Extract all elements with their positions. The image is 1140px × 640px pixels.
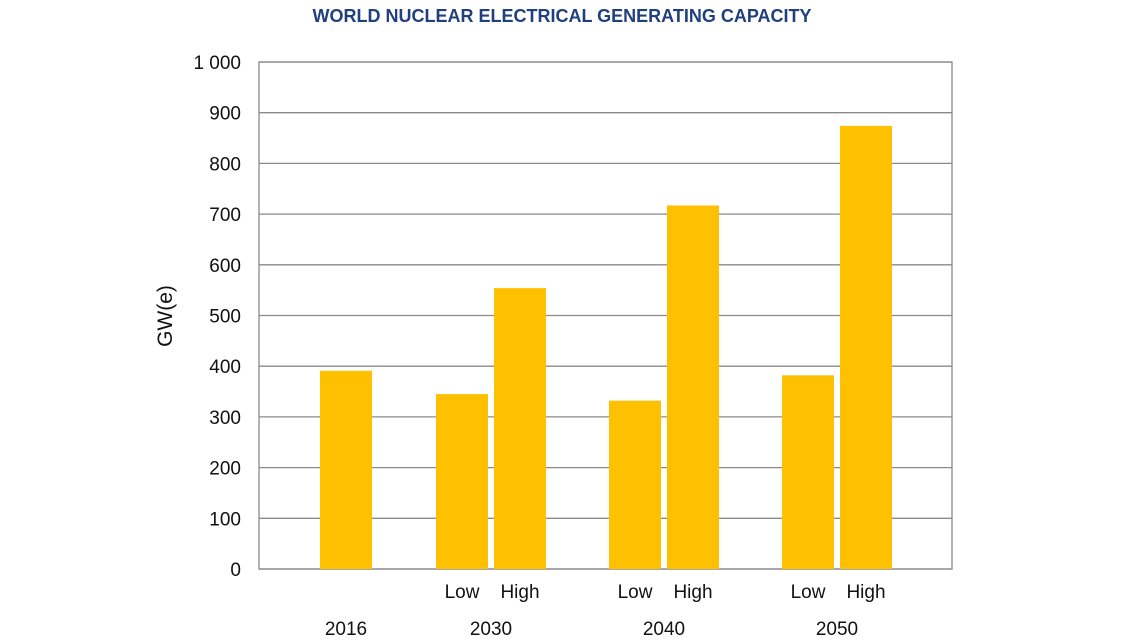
x-sub-label: Low xyxy=(791,582,826,603)
bar-2016 xyxy=(320,370,372,569)
bar-2030-high xyxy=(494,288,546,569)
chart-title: WORLD NUCLEAR ELECTRICAL GENERATING CAPA… xyxy=(313,6,812,26)
y-tick-label: 1 000 xyxy=(193,53,241,74)
y-tick-label: 300 xyxy=(209,408,241,429)
y-tick-label: 400 xyxy=(209,357,241,378)
y-tick-label: 900 xyxy=(209,104,241,125)
plot-border xyxy=(258,61,953,570)
y-tick-label: 100 xyxy=(209,509,241,530)
x-sub-label: High xyxy=(673,582,712,603)
x-sub-label: High xyxy=(500,582,539,603)
x-sub-label: Low xyxy=(618,582,653,603)
y-axis-label: GW(e) xyxy=(154,285,177,347)
y-tick-label: 500 xyxy=(209,307,241,328)
bar-2040-low xyxy=(609,400,661,569)
y-tick-label: 0 xyxy=(230,560,241,581)
x-group-label: 2016 xyxy=(325,619,367,640)
y-tick-label: 800 xyxy=(209,154,241,175)
x-sub-label: Low xyxy=(445,582,480,603)
bar-2050-low xyxy=(782,375,834,569)
x-group-label: 2030 xyxy=(470,619,512,640)
y-tick-label: 200 xyxy=(209,459,241,480)
bar-2050-high xyxy=(840,125,892,569)
x-group-label: 2050 xyxy=(816,619,858,640)
y-tick-label: 600 xyxy=(209,256,241,277)
x-group-label: 2040 xyxy=(643,619,685,640)
y-tick-label: 700 xyxy=(209,205,241,226)
bar-2040-high xyxy=(667,205,719,569)
x-sub-label: High xyxy=(846,582,885,603)
bar-2030-low xyxy=(436,394,488,569)
